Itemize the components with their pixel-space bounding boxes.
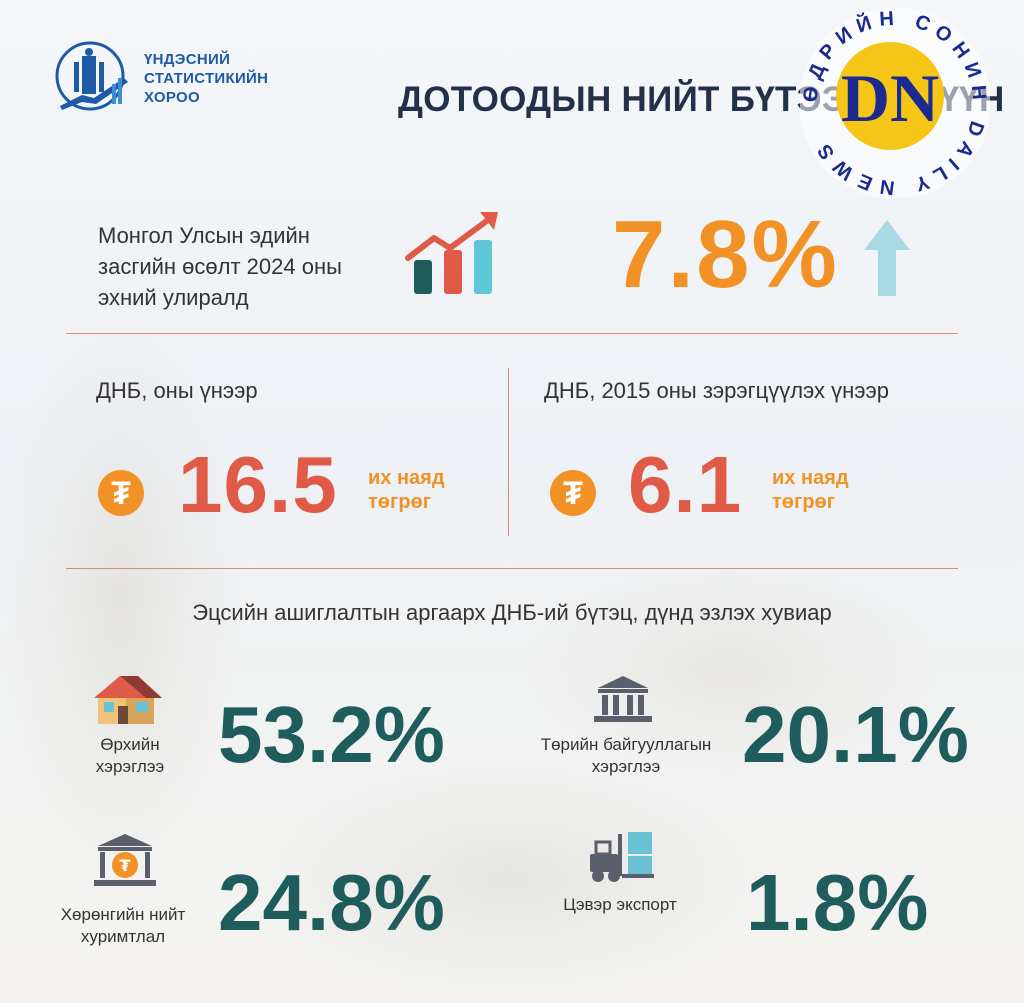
net-export-value: 1.8% [746, 858, 929, 947]
tugrik-icon: ₮ [550, 470, 596, 516]
growth-label: Монгол Улсын эдийн засгийн өсөлт 2024 он… [98, 223, 342, 310]
unit-line: их наяд [772, 467, 849, 489]
divider [66, 568, 958, 569]
unit-line: төгрөг [772, 491, 836, 513]
gdp-constant-value: 6.1 [628, 440, 743, 529]
gdp-current-label: ДНБ, оны үнээр [96, 378, 258, 403]
gdp-constant-unit: их наяд төгрөг [772, 466, 849, 514]
dn-newspaper-badge: ӨДРИЙН СОНИН DAILY NEWS DN [799, 7, 991, 199]
gdp-current-unit: их наяд төгрөг [368, 466, 445, 514]
nso-emblem-icon [55, 41, 128, 111]
tugrik-icon: ₮ [98, 470, 144, 516]
unit-line: их наяд [368, 467, 445, 489]
svg-text:₮: ₮ [119, 856, 130, 875]
forklift-icon [590, 832, 654, 882]
government-consumption-label: Төрийн байгууллагын хэрэглээ [540, 735, 712, 776]
government-building-icon [594, 676, 652, 722]
vertical-divider [508, 368, 509, 536]
household-consumption-value: 53.2% [218, 690, 445, 779]
growth-value: 7.8% [612, 201, 839, 308]
house-icon [94, 676, 162, 724]
rising-chart-icon [405, 212, 498, 294]
gdp-current-value: 16.5 [178, 440, 338, 529]
capital-formation-value: 24.8% [218, 858, 445, 947]
nso-logo: ҮНДЭСНИЙ СТАТИСТИКИЙН ХОРОО [52, 40, 272, 112]
capital-formation-label: Хөрөнгийн нийт хуримтлал [60, 905, 186, 946]
unit-line: төгрөг [368, 491, 432, 513]
gdp-constant-label: ДНБ, 2015 оны зэрэгцүүлэх үнээр [544, 378, 889, 403]
nso-logo-text: ҮНДЭСНИЙ СТАТИСТИКИЙН ХОРОО [144, 50, 268, 107]
divider [66, 333, 958, 334]
org-name-line: ҮНДЭСНИЙ [144, 51, 231, 68]
org-name-line: ХОРОО [144, 89, 200, 106]
net-export-label: Цэвэр экспорт [563, 895, 677, 914]
org-name-line: СТАТИСТИКИЙН [144, 70, 269, 87]
government-consumption-value: 20.1% [742, 690, 969, 779]
structure-title: Эцсийн ашиглалтын аргаарх ДНБ-ий бүтэц, … [192, 600, 832, 625]
bank-tugrik-icon: ₮ [94, 834, 156, 886]
badge-letters: DN [841, 60, 939, 136]
household-consumption-label: Өрхийн хэрэглээ [95, 735, 165, 776]
up-arrow-icon [864, 220, 910, 296]
